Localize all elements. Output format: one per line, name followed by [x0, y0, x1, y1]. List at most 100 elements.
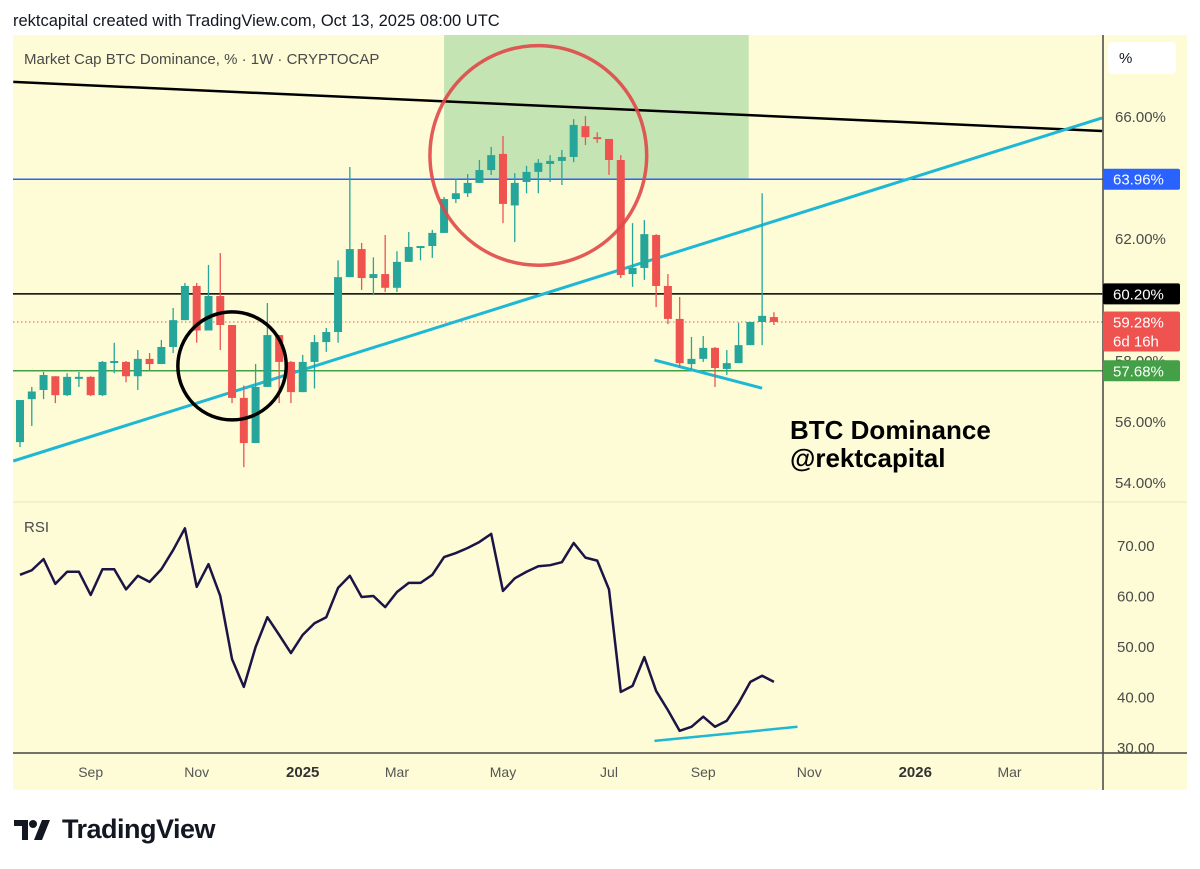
- candle: [110, 342, 119, 374]
- candle-body: [769, 317, 778, 322]
- candle-body: [369, 274, 378, 279]
- price-badge-label: 59.28%: [1113, 314, 1164, 331]
- candle: [722, 350, 731, 376]
- candle: [86, 376, 95, 397]
- candle: [616, 155, 625, 279]
- candle: [522, 165, 531, 194]
- rsi-tick-label: 30.00: [1117, 740, 1155, 757]
- candle-body: [345, 249, 354, 278]
- candle-body: [722, 363, 731, 369]
- candle-body: [357, 249, 366, 279]
- candle: [369, 257, 378, 296]
- rsi-tick-label: 50.00: [1117, 639, 1155, 656]
- candle-body: [440, 199, 449, 233]
- candle: [74, 371, 83, 387]
- price-badge-label: 57.68%: [1113, 363, 1164, 380]
- candle-body: [593, 137, 602, 140]
- candle-body: [663, 285, 672, 319]
- candle: [334, 260, 343, 343]
- candle-body: [310, 342, 319, 362]
- candle: [663, 274, 672, 325]
- price-badge-label: 60.20%: [1113, 286, 1164, 303]
- time-tick-label: 2025: [286, 764, 319, 781]
- candle: [628, 223, 637, 287]
- countdown-label: 6d 16h: [1113, 333, 1159, 350]
- candle-body: [63, 376, 72, 396]
- candle-body: [510, 182, 519, 206]
- price-badge: 57.68%: [1103, 360, 1180, 382]
- rsi-trendline[interactable]: [654, 725, 798, 743]
- candle-body: [628, 267, 637, 275]
- candle-body: [640, 234, 649, 268]
- price-badge: 59.28% 6d 16h: [1103, 311, 1180, 352]
- candle-body: [581, 126, 590, 138]
- candle-body: [557, 156, 566, 161]
- candle: [298, 354, 307, 393]
- price-badge: 60.20%: [1103, 283, 1180, 305]
- price-badges: 63.96% 60.20% 59.28% 6d 16h 57.68%: [1103, 168, 1180, 382]
- candle-body: [711, 347, 720, 369]
- candle: [734, 322, 743, 364]
- candle: [475, 160, 484, 183]
- candle-body: [74, 376, 83, 379]
- candle-body: [475, 170, 484, 183]
- scale-mode-label: %: [1119, 50, 1132, 67]
- trendline[interactable]: [654, 358, 763, 390]
- price-badge: 63.96%: [1103, 168, 1180, 190]
- candle: [652, 234, 661, 308]
- candle: [16, 400, 24, 448]
- candle: [51, 376, 60, 404]
- time-tick-label: Mar: [997, 764, 1021, 780]
- candle-body: [451, 193, 460, 200]
- tradingview-logo[interactable]: TradingView: [14, 814, 216, 845]
- candle: [204, 264, 213, 331]
- candle-body: [392, 261, 401, 288]
- candle: [687, 336, 696, 371]
- candle-body: [534, 162, 543, 172]
- candle-body: [322, 332, 331, 343]
- candle-body: [180, 285, 189, 321]
- chart-caption: rektcapital created with TradingView.com…: [13, 12, 500, 30]
- candle-body: [522, 171, 531, 182]
- candle-body: [27, 391, 36, 400]
- candle-body: [734, 345, 743, 364]
- candle-body: [239, 397, 248, 444]
- candle: [263, 303, 272, 387]
- candle-body: [605, 138, 613, 161]
- candle-body: [122, 361, 131, 377]
- trendline[interactable]: [13, 80, 1103, 133]
- rsi-tick-label: 60.00: [1117, 589, 1155, 606]
- candle-body: [86, 376, 95, 396]
- time-tick-label: Jul: [600, 764, 618, 780]
- rsi-tick-label: 40.00: [1117, 690, 1155, 707]
- annotation-line1: BTC Dominance: [790, 415, 991, 445]
- time-tick-label: 2026: [899, 764, 932, 781]
- circle-annotations: [176, 43, 649, 422]
- candle: [357, 242, 366, 290]
- scale-mode-button[interactable]: %: [1108, 42, 1176, 74]
- candle-body: [298, 361, 307, 393]
- candle: [216, 253, 225, 351]
- candle: [133, 350, 142, 390]
- circle-annotation[interactable]: [176, 310, 288, 422]
- candle: [463, 174, 472, 197]
- rsi-tick-label: 70.00: [1117, 538, 1155, 555]
- candle: [98, 361, 107, 397]
- candle-body: [169, 320, 178, 347]
- candle: [451, 178, 460, 204]
- circle-annotation[interactable]: [428, 43, 649, 267]
- time-tick-label: Mar: [385, 764, 409, 780]
- candle: [769, 312, 778, 326]
- candle-body: [746, 321, 755, 346]
- chart-title: Market Cap BTC Dominance, % · 1W · CRYPT…: [24, 51, 379, 68]
- candle: [27, 386, 36, 426]
- candle-body: [133, 358, 142, 377]
- candle: [581, 116, 590, 146]
- tradingview-logo-text: TradingView: [62, 814, 216, 844]
- candle: [487, 146, 496, 175]
- candle-body: [216, 296, 225, 326]
- candle-body: [381, 274, 390, 288]
- rsi-pane: [19, 527, 798, 743]
- time-tick-label: May: [490, 764, 516, 780]
